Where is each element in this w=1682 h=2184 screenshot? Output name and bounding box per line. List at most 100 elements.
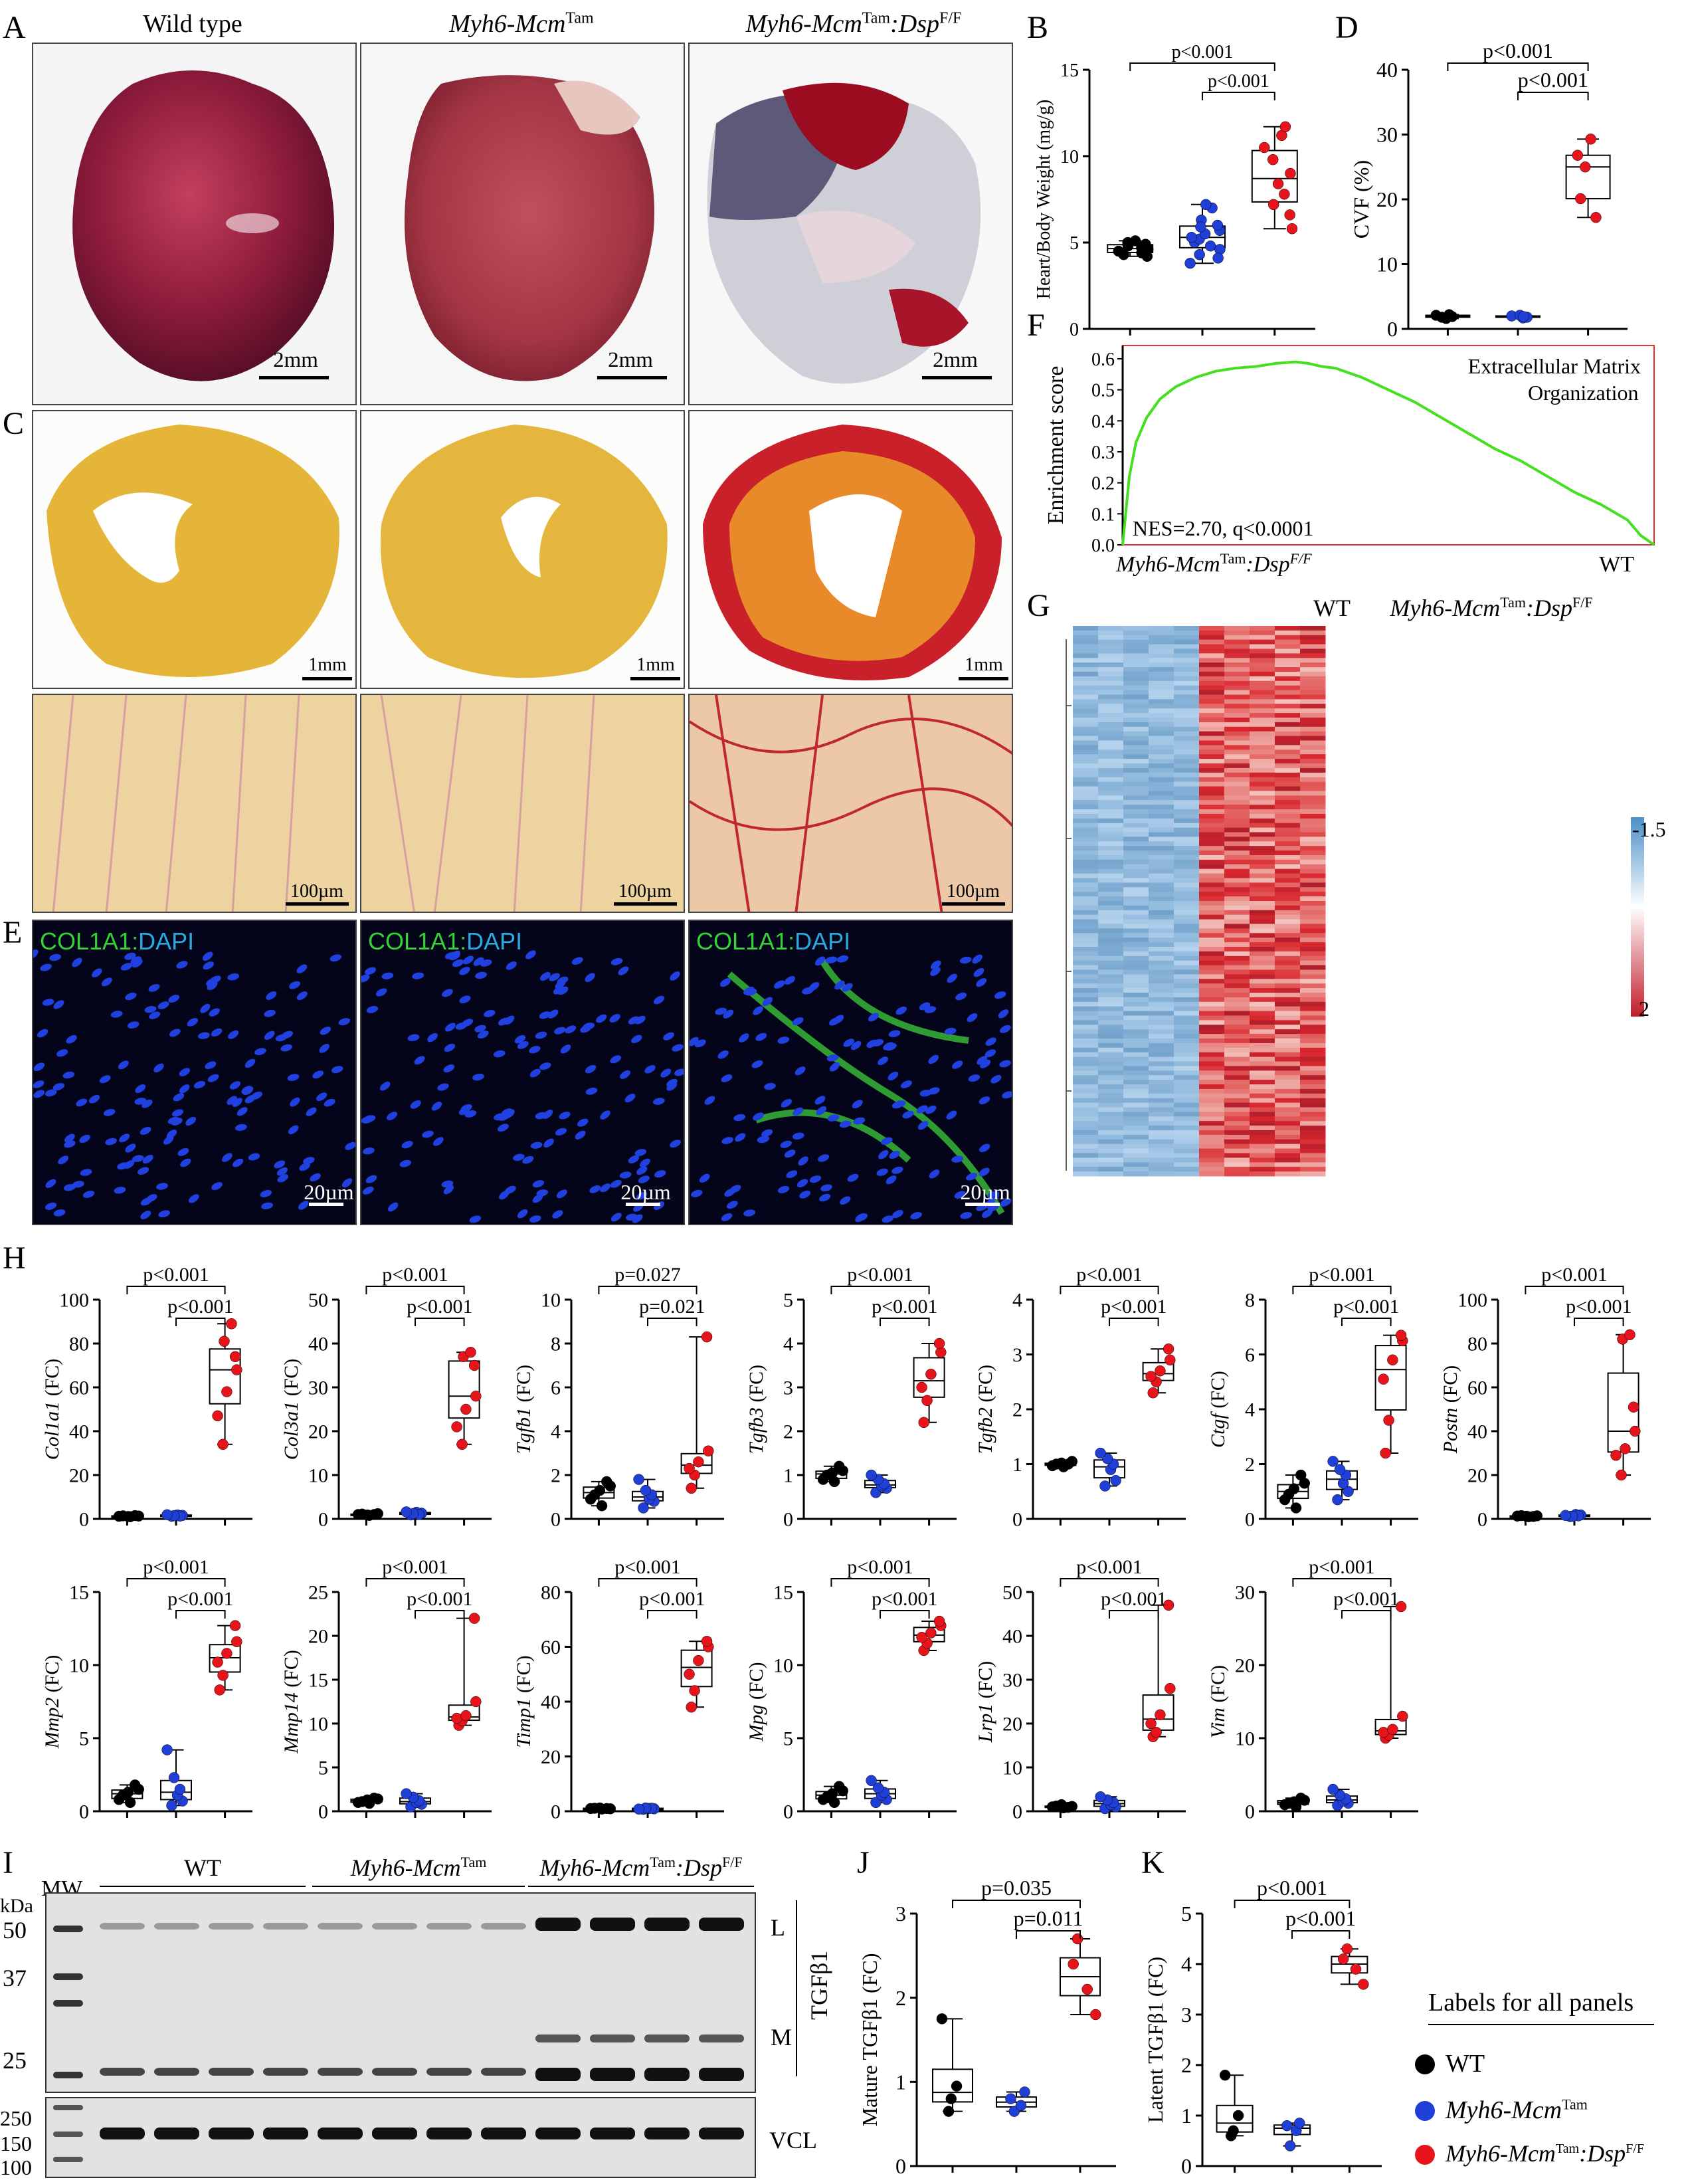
heatmap-cell xyxy=(1199,901,1225,906)
title-mcm: Myh6-McmTam xyxy=(449,9,594,38)
heatmap-cell xyxy=(1300,1006,1326,1012)
heatmap-cell xyxy=(1149,699,1174,704)
heatmap-cell xyxy=(1073,882,1099,888)
dendrogram xyxy=(1066,639,1072,1171)
heatmap-cell xyxy=(1275,901,1301,906)
heatmap-cell xyxy=(1174,901,1200,906)
heatmap-cell xyxy=(1224,965,1250,970)
heatmap-cell xyxy=(1123,685,1149,691)
heatmap-cell xyxy=(1199,1047,1225,1053)
data-point xyxy=(1279,188,1290,200)
heatmap-cell xyxy=(1073,672,1099,677)
nucleus xyxy=(571,957,583,965)
legend-swatch-wt xyxy=(1415,2054,1435,2074)
heatmap-cell xyxy=(1275,754,1301,759)
nucleus xyxy=(652,1098,665,1105)
nucleus xyxy=(670,1140,682,1148)
heatmap-cell xyxy=(1149,813,1174,819)
heatmap-cell xyxy=(1250,809,1275,815)
heatmap-cell xyxy=(1250,1034,1275,1039)
heatmap-cell xyxy=(1199,667,1225,672)
nucleus xyxy=(379,1081,391,1091)
heatmap-cell xyxy=(1073,997,1099,1003)
y-tick-label: 40 xyxy=(69,1421,89,1443)
bracket-mcm-vs-dsp xyxy=(1341,1610,1392,1619)
y-tick-label: 15 xyxy=(773,1582,793,1604)
heatmap-cell xyxy=(1199,955,1225,961)
heatmap-cell xyxy=(1275,1015,1301,1021)
data-point xyxy=(633,1803,644,1815)
data-point xyxy=(1285,167,1296,179)
heatmap-cell xyxy=(1123,928,1149,934)
heatmap-cell xyxy=(1275,933,1301,938)
if-stain-label: COL1A1:DAPI xyxy=(368,928,523,955)
scalebar-line xyxy=(942,902,1005,906)
heatmap-cell xyxy=(1199,639,1225,645)
heatmap-cell xyxy=(1098,896,1124,902)
heatmap-cell xyxy=(1174,736,1200,741)
heatmap-cell xyxy=(1224,823,1250,829)
nucleus xyxy=(443,1185,454,1195)
heatmap-cell xyxy=(1250,1061,1275,1066)
nucleus xyxy=(127,1021,140,1029)
data-point xyxy=(693,1456,704,1468)
nucleus xyxy=(959,956,972,964)
latent-band xyxy=(318,1923,363,1930)
heatmap-cell xyxy=(1300,795,1326,801)
heatmap-cell xyxy=(1275,685,1301,691)
heatmap-cell xyxy=(1199,924,1225,929)
hi-mag-dsp-fibers xyxy=(690,695,1012,912)
enrichment-line xyxy=(1121,360,1655,546)
heatmap-cell xyxy=(1073,713,1099,718)
heatmap-cell xyxy=(1073,644,1099,649)
heatmap-cell xyxy=(1199,767,1225,773)
heatmap-cell xyxy=(1098,914,1124,920)
heatmap-cell xyxy=(1250,974,1275,979)
y-tick-label: 10 xyxy=(69,1655,89,1677)
heatmap-cell xyxy=(1149,910,1174,916)
heatmap-cell xyxy=(1123,1134,1149,1140)
heatmap-cell xyxy=(1174,781,1200,787)
heatmap-cell xyxy=(1098,979,1124,984)
bracket-wt-vs-dsp-label: p<0.001 xyxy=(1076,1264,1142,1286)
heatmap-cell xyxy=(1149,1025,1174,1030)
heatmap-cell xyxy=(1250,924,1275,929)
heatmap-cell xyxy=(1250,1148,1275,1153)
heatmap-cell xyxy=(1275,718,1301,723)
heatmap-cell xyxy=(1250,850,1275,856)
heatmap-cell xyxy=(1300,955,1326,961)
data-point xyxy=(231,1636,242,1648)
heatmap-cell xyxy=(1073,722,1099,728)
heatmap-cell xyxy=(1174,924,1200,929)
heatmap-cell xyxy=(1174,974,1200,979)
data-point xyxy=(1350,1963,1362,1975)
nucleus xyxy=(303,1157,315,1165)
nucleus xyxy=(103,1108,116,1116)
hi-mag-wt-fibers xyxy=(52,695,300,912)
heatmap-cell xyxy=(1073,1130,1099,1136)
mw-ladder-band xyxy=(53,2072,83,2078)
y-tick-label: 50 xyxy=(1002,1582,1022,1604)
y-tick-label: 5 xyxy=(79,1728,89,1750)
data-point xyxy=(1580,161,1591,173)
heatmap-cell xyxy=(1199,791,1225,796)
nucleus xyxy=(577,1118,589,1127)
heatmap-cell xyxy=(1098,759,1124,764)
heatmap-cell xyxy=(1300,777,1326,783)
data-point xyxy=(122,1787,134,1798)
heatmap-cell xyxy=(1300,1171,1326,1177)
heatmap-cell xyxy=(1149,680,1174,686)
bracket-mcm-vs-dsp xyxy=(415,1318,465,1326)
heatmap-cell xyxy=(1300,749,1326,755)
nucleus xyxy=(244,1094,256,1104)
heatmap-cell xyxy=(1073,1015,1099,1021)
heatmap-cell xyxy=(1098,672,1124,677)
heatmap-cell xyxy=(1275,1130,1301,1136)
nucleus xyxy=(452,959,464,967)
nucleus xyxy=(180,1158,191,1167)
heatmap-cell xyxy=(1199,1093,1225,1099)
heatmap-cell xyxy=(1275,767,1301,773)
heatmap-cell xyxy=(1199,1039,1225,1044)
heatmap-cell xyxy=(1199,1139,1225,1145)
